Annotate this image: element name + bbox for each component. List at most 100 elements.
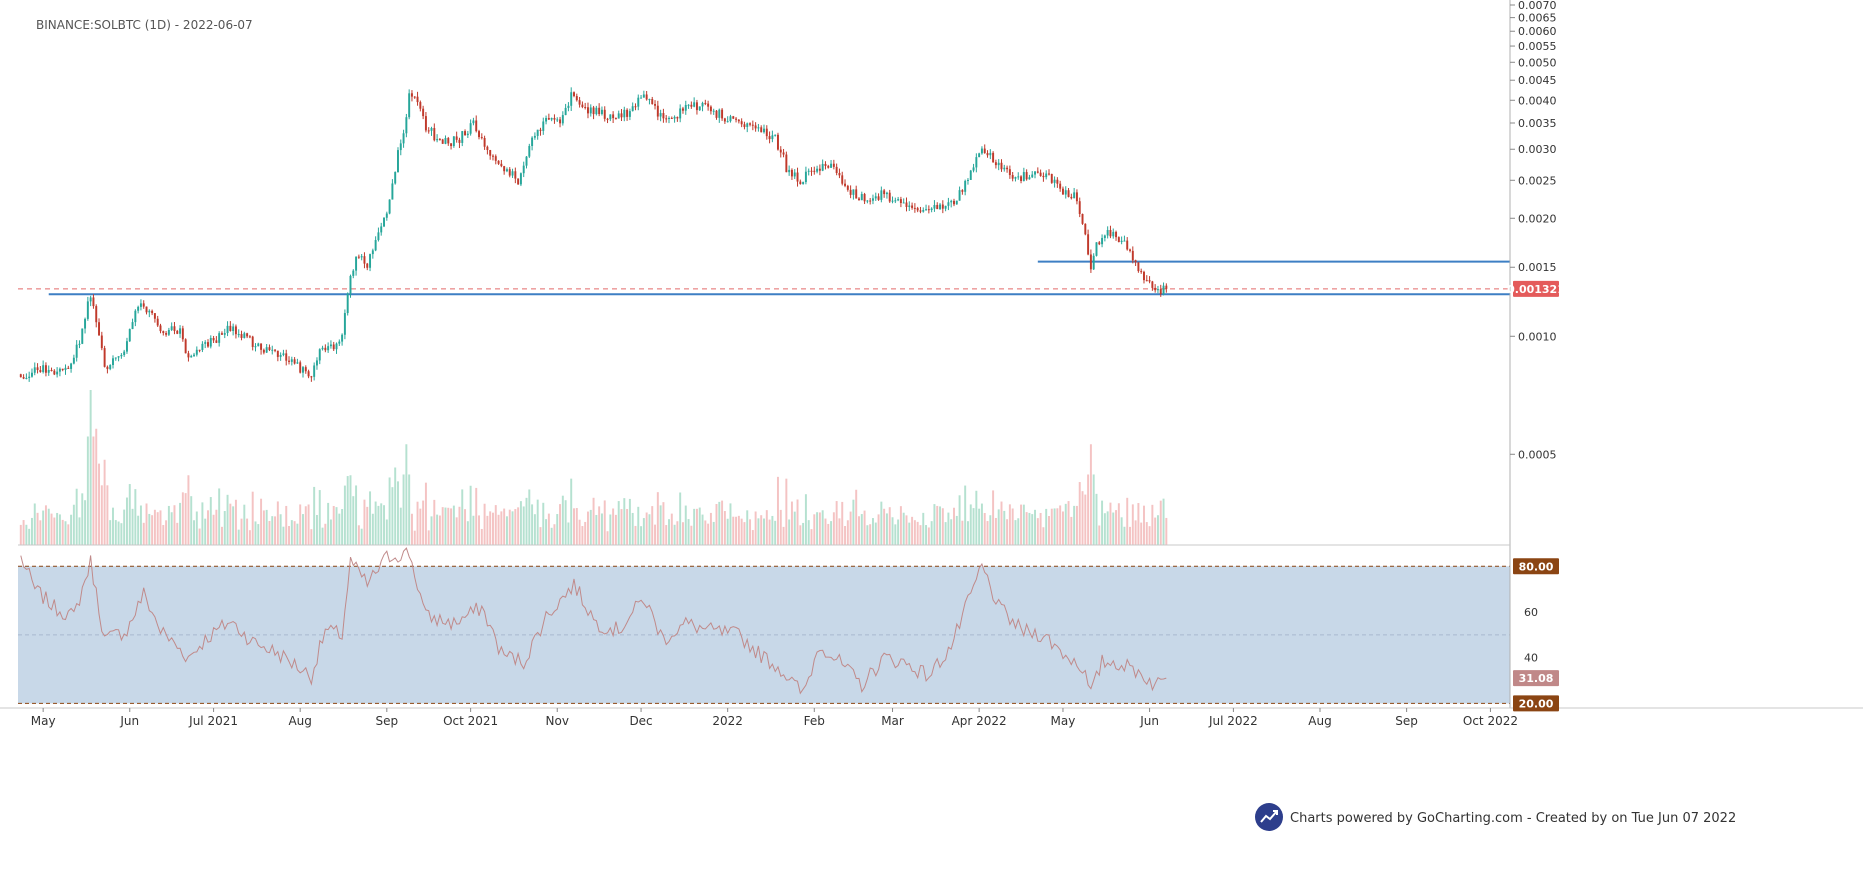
candle	[374, 236, 377, 252]
rsi-tick-label: 60	[1524, 606, 1538, 619]
volume-bar	[874, 522, 877, 545]
candle-body	[162, 331, 165, 334]
candle-body	[201, 343, 204, 350]
candle	[271, 345, 274, 355]
candle	[1039, 169, 1042, 177]
candle	[1081, 213, 1084, 225]
candle-body	[64, 367, 67, 370]
candle	[732, 115, 735, 120]
volume-bar	[128, 484, 131, 545]
volume-bar	[1025, 512, 1028, 545]
candle-body	[687, 104, 690, 106]
candle	[1154, 284, 1157, 293]
candle	[754, 122, 757, 132]
volume-bar	[288, 526, 290, 545]
candle	[1162, 282, 1165, 296]
candle	[1031, 171, 1034, 179]
volume-bar	[385, 519, 388, 545]
volume-bar	[776, 476, 779, 545]
candle	[1034, 171, 1036, 179]
candle	[964, 179, 967, 196]
volume-bar	[835, 501, 838, 545]
volume-bar	[33, 503, 36, 545]
volume-bar	[232, 506, 235, 545]
candle	[201, 341, 204, 353]
candle	[863, 192, 866, 205]
volume-bar	[195, 511, 198, 545]
candle	[444, 135, 447, 145]
candle	[760, 125, 763, 133]
candle-body	[142, 303, 145, 307]
candle-body	[793, 172, 796, 177]
volume-bar	[975, 490, 978, 545]
candle	[648, 98, 651, 105]
y-tick-label: 0.0030	[1518, 143, 1557, 156]
volume-bar	[838, 518, 841, 545]
volume-bar	[821, 510, 824, 545]
candle-body	[307, 371, 310, 377]
volume-bar	[321, 527, 324, 545]
candle-body	[299, 362, 302, 373]
x-tick-label: 2022	[712, 714, 743, 728]
candle	[986, 150, 989, 158]
candle	[505, 167, 508, 173]
candle	[366, 262, 369, 271]
candle	[589, 104, 592, 117]
volume-bar	[676, 521, 679, 545]
candle	[1025, 169, 1028, 181]
candle	[483, 135, 486, 150]
candle	[282, 349, 285, 357]
candle	[894, 197, 897, 204]
candle-body	[634, 106, 637, 108]
volume-bar	[123, 509, 126, 545]
candle	[1109, 225, 1112, 239]
volume-bar	[911, 516, 914, 545]
candle-body	[125, 341, 128, 352]
candle-body	[871, 198, 874, 201]
candle	[1115, 230, 1118, 241]
volume-bar	[637, 506, 640, 545]
candle	[1106, 226, 1109, 239]
candle-body	[902, 202, 905, 204]
volume-bar	[444, 507, 447, 545]
volume-bar	[282, 526, 285, 545]
volume-bar	[813, 514, 816, 545]
volume-bar	[131, 508, 134, 545]
candle	[1137, 262, 1140, 273]
volume-bar	[802, 522, 805, 545]
volume-bar	[681, 522, 684, 545]
arrow-head-icon	[1273, 810, 1278, 815]
volume-bar	[578, 519, 581, 545]
candle-body	[92, 297, 95, 307]
volume-bar	[413, 530, 416, 545]
candle-body	[145, 306, 148, 313]
candle-body	[1053, 179, 1056, 183]
candle-body	[603, 109, 606, 119]
volume-bar	[218, 488, 221, 545]
candle-body	[620, 113, 623, 118]
volume-bar	[958, 495, 961, 545]
candle	[891, 196, 894, 204]
candle-body	[288, 360, 290, 362]
volume-bar	[687, 519, 690, 545]
y-tick-label: 0.0050	[1518, 56, 1557, 69]
candle-body	[374, 240, 377, 251]
volume-bar	[927, 527, 930, 545]
volume-bar	[162, 525, 165, 545]
volume-bar	[824, 518, 827, 545]
volume-bar	[56, 512, 59, 545]
candle	[1143, 270, 1145, 284]
candle-body	[830, 163, 833, 168]
candle	[740, 118, 743, 128]
candle	[142, 300, 145, 309]
candle	[357, 254, 360, 259]
candle-body	[573, 92, 575, 97]
volume-bar	[891, 517, 894, 545]
candle-body	[729, 116, 732, 122]
x-tick-label: Aug	[1308, 714, 1331, 728]
volume-bar	[785, 478, 788, 545]
volume-bar	[939, 506, 942, 545]
candle	[961, 189, 964, 195]
candle-body	[215, 340, 218, 343]
